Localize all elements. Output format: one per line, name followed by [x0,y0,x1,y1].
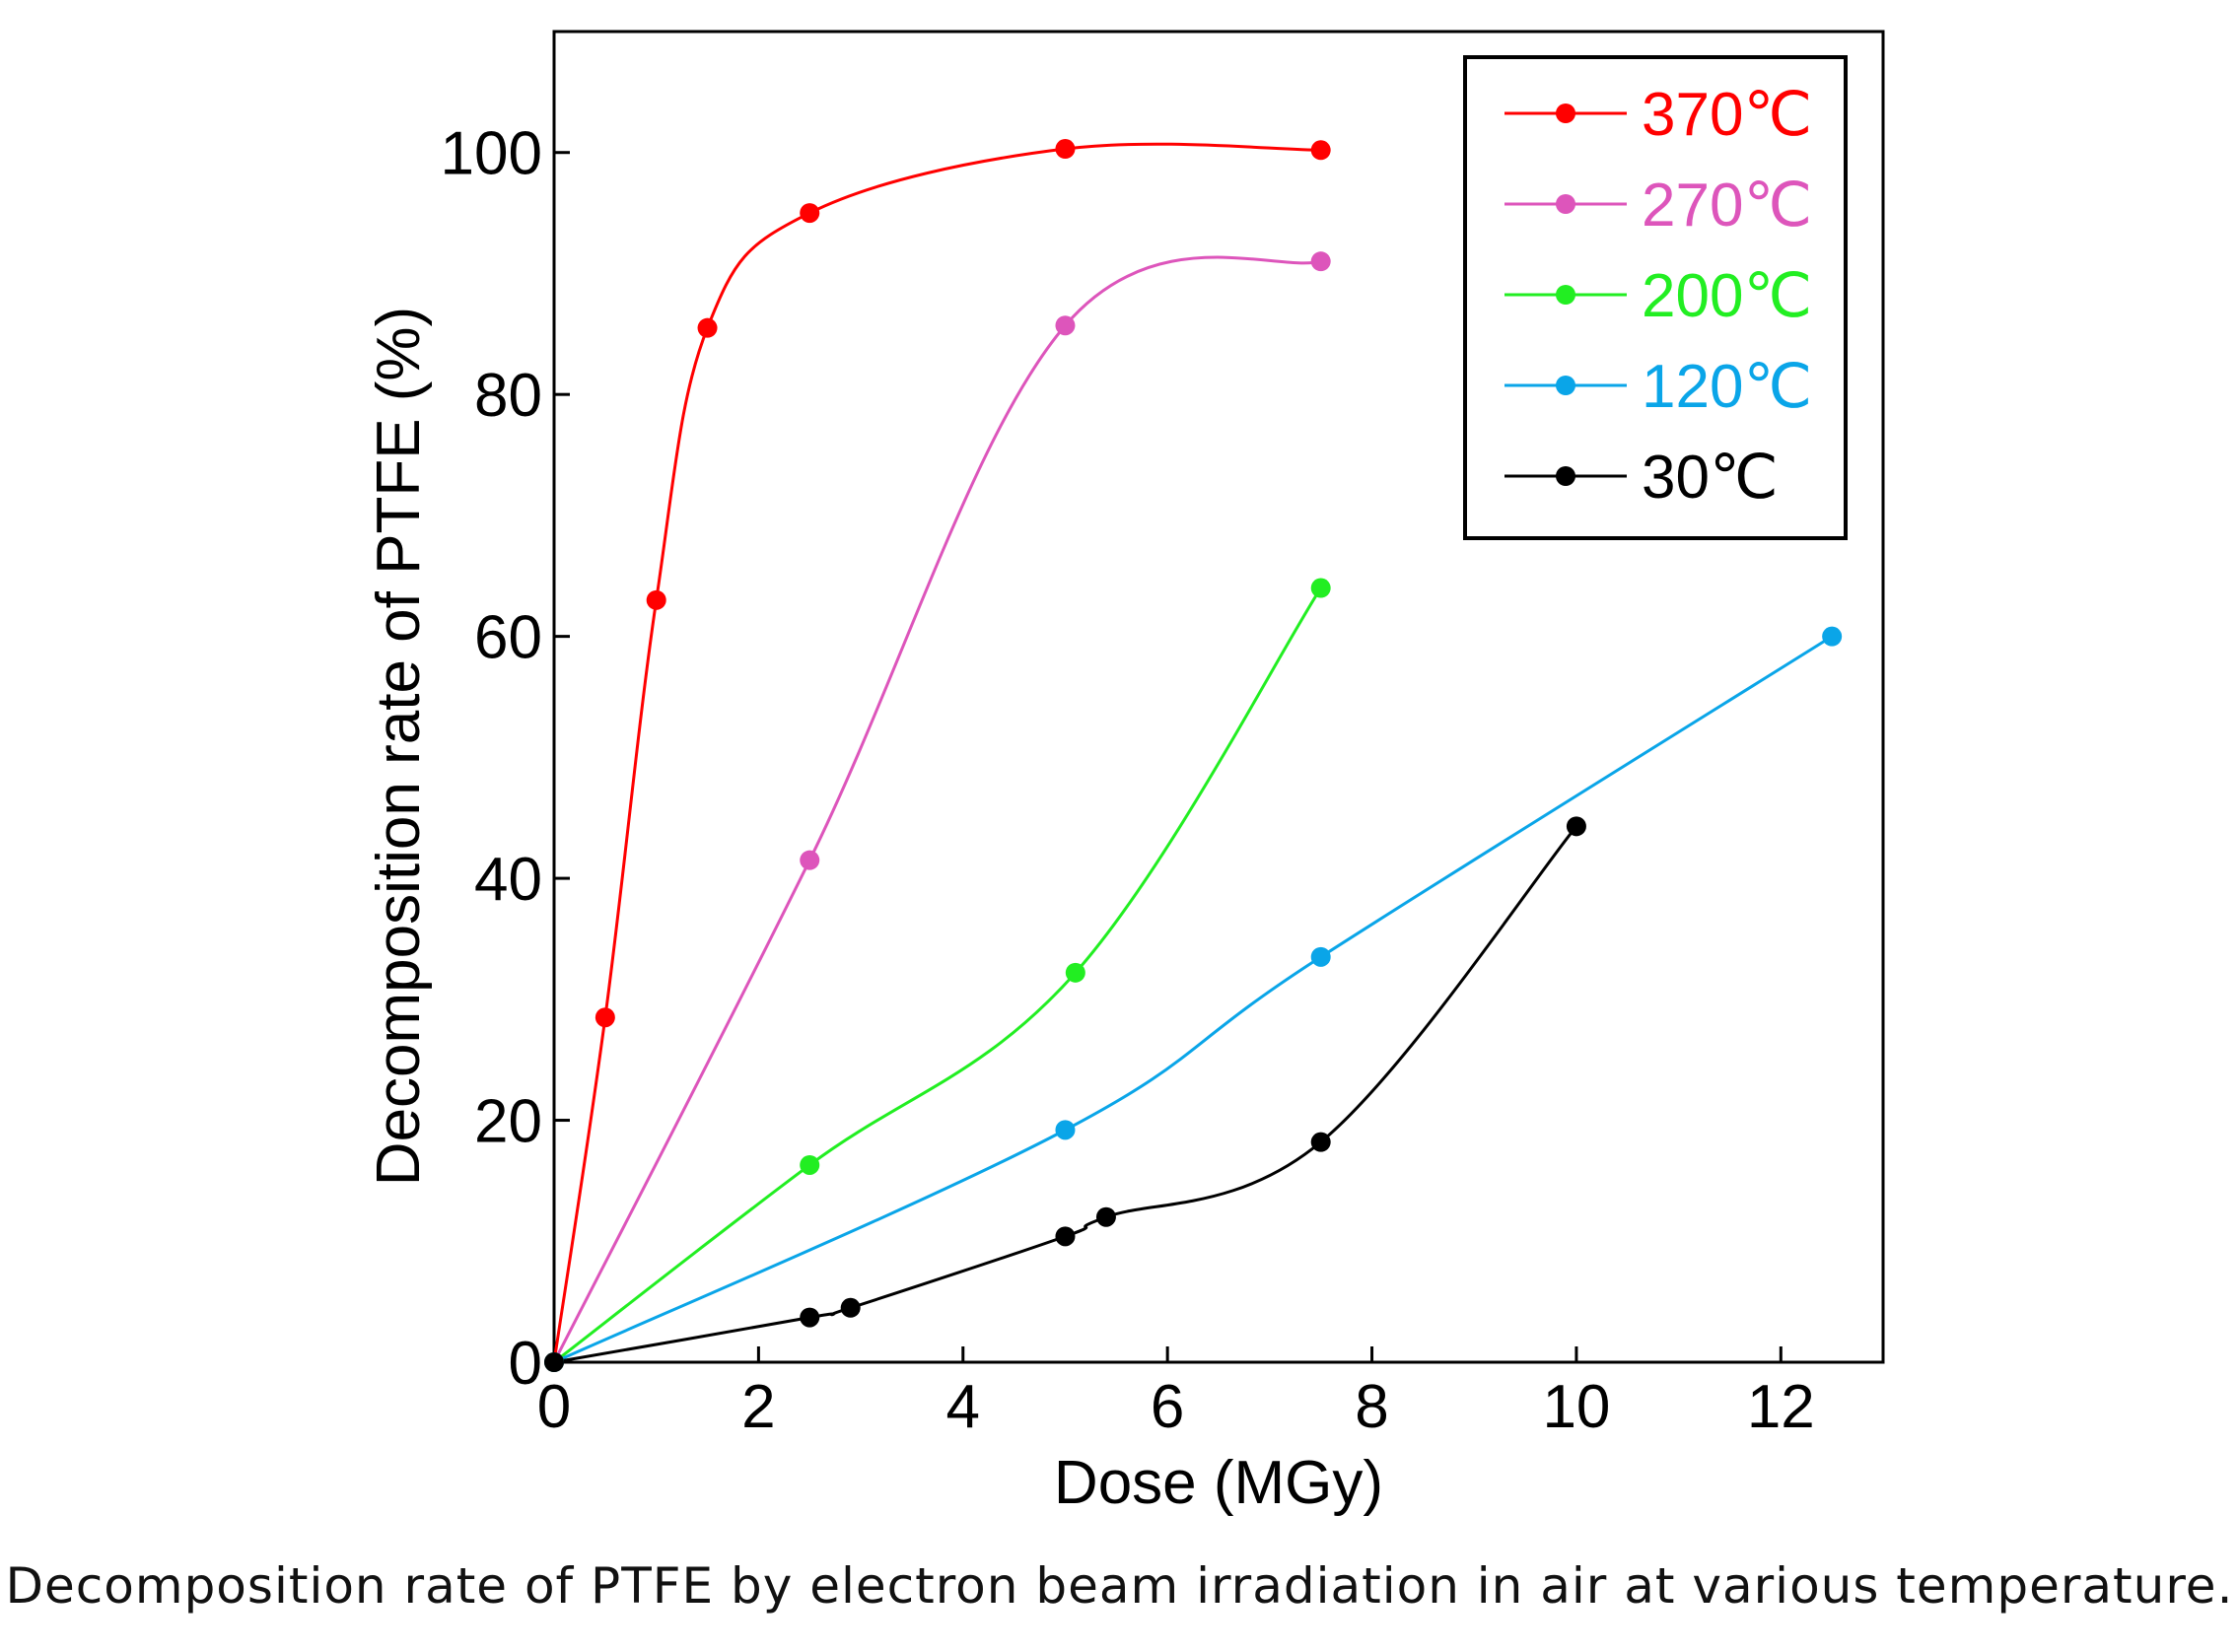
data-point [1566,816,1586,837]
plot-frame [552,30,1885,1364]
x-tick-label: 8 [1355,1373,1388,1441]
series-line [552,142,1321,1363]
data-point [1310,1132,1331,1152]
y-tick-label: 80 [474,362,542,430]
legend-label: 270℃ [1642,172,1812,240]
legend-marker [1556,466,1575,486]
x-tick-label: 0 [537,1373,571,1441]
x-tick-label: 12 [1747,1373,1815,1441]
series-line [553,825,1578,1364]
legend-marker [1556,103,1575,123]
x-tick-label: 2 [741,1373,775,1441]
x-tick-label: 6 [1151,1373,1184,1441]
data-point [1055,1226,1076,1247]
y-tick-label: 100 [441,120,542,188]
legend-label: 120℃ [1642,353,1812,421]
data-point [646,589,666,610]
legend-label: 370℃ [1642,81,1812,149]
y-tick-label: 20 [474,1088,542,1156]
y-tick-label: 40 [474,846,542,914]
data-point [840,1297,861,1318]
data-point [1310,251,1331,272]
legend-marker [1556,285,1575,305]
data-point [800,1154,820,1175]
series-line [552,255,1322,1363]
data-point [1095,1206,1116,1227]
series-line [553,635,1833,1364]
series-points [544,139,1843,1372]
legend-label: 30℃ [1642,444,1779,512]
data-point [800,1307,820,1328]
data-point [595,1007,615,1028]
legend-box [1463,55,1848,540]
data-point [1055,1120,1076,1140]
data-point [1055,139,1076,160]
data-point [1822,626,1843,647]
data-point [800,850,820,870]
y-axis-title: Decomposition rate of PTFE (%) [365,307,433,1186]
legend-marker [1556,376,1575,395]
data-point [1310,140,1331,161]
data-point [1065,962,1085,983]
legend: 370℃ 270℃ 200℃ 120℃ 30℃ [1463,55,1848,540]
axis-ticks [552,151,1783,1364]
x-axis-title: Dose (MGy) [1054,1449,1383,1517]
y-tick-label: 0 [509,1330,542,1398]
x-tick-label: 4 [946,1373,980,1441]
data-point [1310,578,1331,598]
data-point [1310,946,1331,967]
x-tick-label: 10 [1542,1373,1610,1441]
legend-label: 200℃ [1642,262,1812,330]
figure-caption: Decomposition rate of PTFE by electron b… [5,1557,2234,1615]
y-tick-label: 60 [474,604,542,672]
data-point [1055,315,1076,336]
series-line [553,586,1322,1364]
data-point [800,203,820,224]
data-point [697,317,718,338]
data-point [544,1352,564,1372]
axis-tick-labels: 0 2 4 6 8 10 12 0 20 40 60 80 100 [441,120,1815,1441]
legend-marker [1556,194,1575,214]
